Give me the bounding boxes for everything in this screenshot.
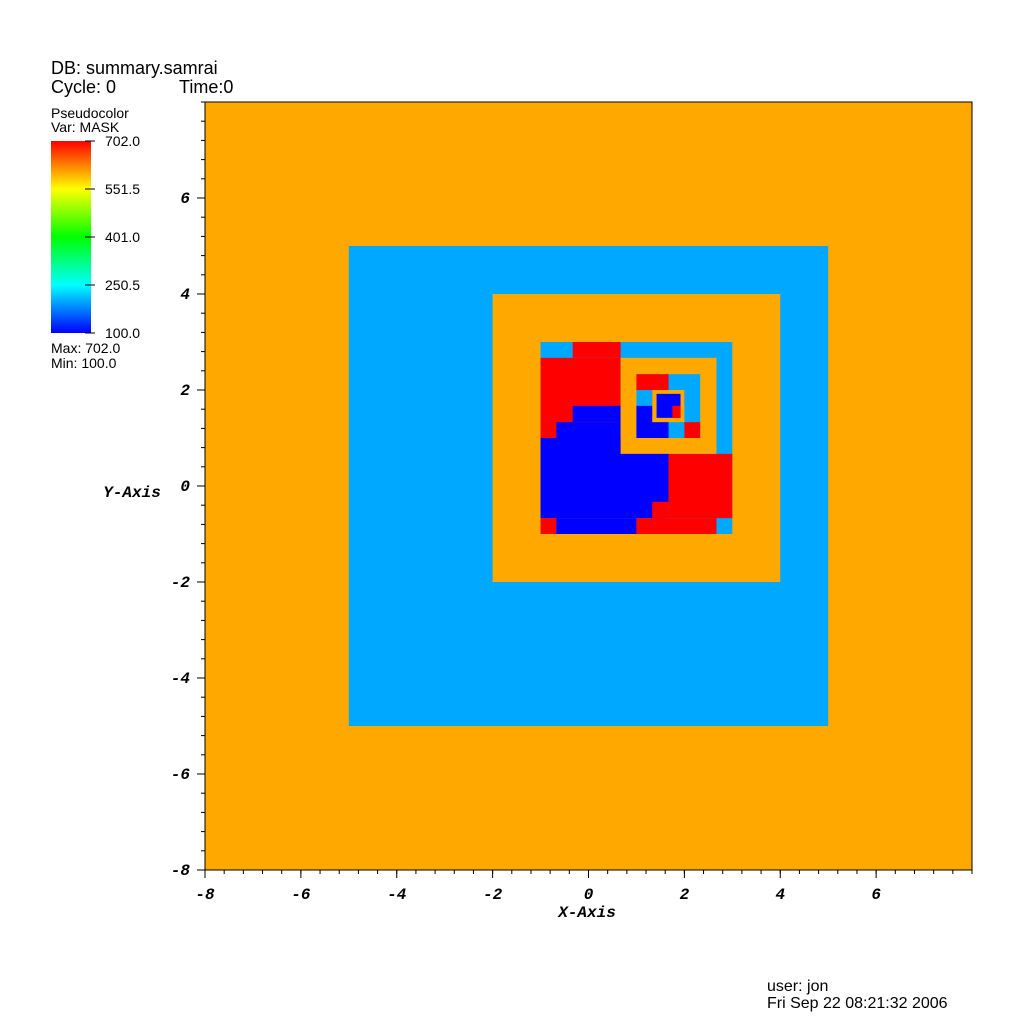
cell-region (572, 405, 621, 423)
colorbar-tick-label: 702.0 (105, 133, 140, 149)
y-tick-label: 6 (180, 190, 190, 208)
legend-title: Pseudocolor (51, 105, 129, 121)
db-label: DB: summary.samrai (51, 58, 218, 78)
cell-region (636, 518, 717, 534)
cell-region (672, 405, 681, 418)
colorbar-tick-label: 401.0 (105, 229, 140, 245)
cell-region (636, 374, 669, 390)
y-tick-label: -4 (171, 670, 191, 688)
y-tick-label: -8 (171, 862, 191, 880)
cell-region (684, 422, 701, 438)
y-tick-label: -6 (171, 766, 191, 784)
cycle-label: Cycle: 0 (51, 77, 116, 97)
cell-region (652, 501, 669, 519)
cell-region (668, 453, 733, 519)
x-axis-label: X-Axis (557, 904, 616, 922)
y-tick-label: 2 (180, 382, 190, 400)
y-axis-label: Y-Axis (103, 484, 161, 502)
colorbar-tick-label: 100.0 (105, 325, 140, 341)
legend-min: Min: 100.0 (51, 355, 117, 371)
cell-region (572, 342, 621, 358)
cell-region (556, 422, 621, 438)
x-tick-label: 2 (680, 886, 690, 904)
y-tick-label: 4 (180, 286, 190, 304)
user-label: user: jon (767, 978, 828, 995)
time-label: Time:0 (179, 77, 233, 97)
cell-region (540, 518, 557, 534)
x-tick-label: 6 (871, 886, 881, 904)
y-tick-label: -2 (171, 574, 191, 592)
colorbar-tick-label: 250.5 (105, 277, 140, 293)
legend-max: Max: 702.0 (51, 340, 120, 356)
legend-variable: Var: MASK (51, 119, 120, 135)
x-tick-label: -8 (195, 886, 215, 904)
x-tick-label: -2 (483, 886, 503, 904)
x-tick-label: -6 (291, 886, 311, 904)
x-tick-label: -4 (387, 886, 407, 904)
colorbar (51, 141, 91, 333)
colorbar-tick-label: 551.5 (105, 181, 140, 197)
y-tick-label: 0 (180, 478, 190, 496)
x-tick-label: 4 (775, 886, 785, 904)
x-tick-label: 0 (584, 886, 594, 904)
date-label: Fri Sep 22 08:21:32 2006 (767, 995, 948, 1012)
cell-region (556, 518, 637, 534)
